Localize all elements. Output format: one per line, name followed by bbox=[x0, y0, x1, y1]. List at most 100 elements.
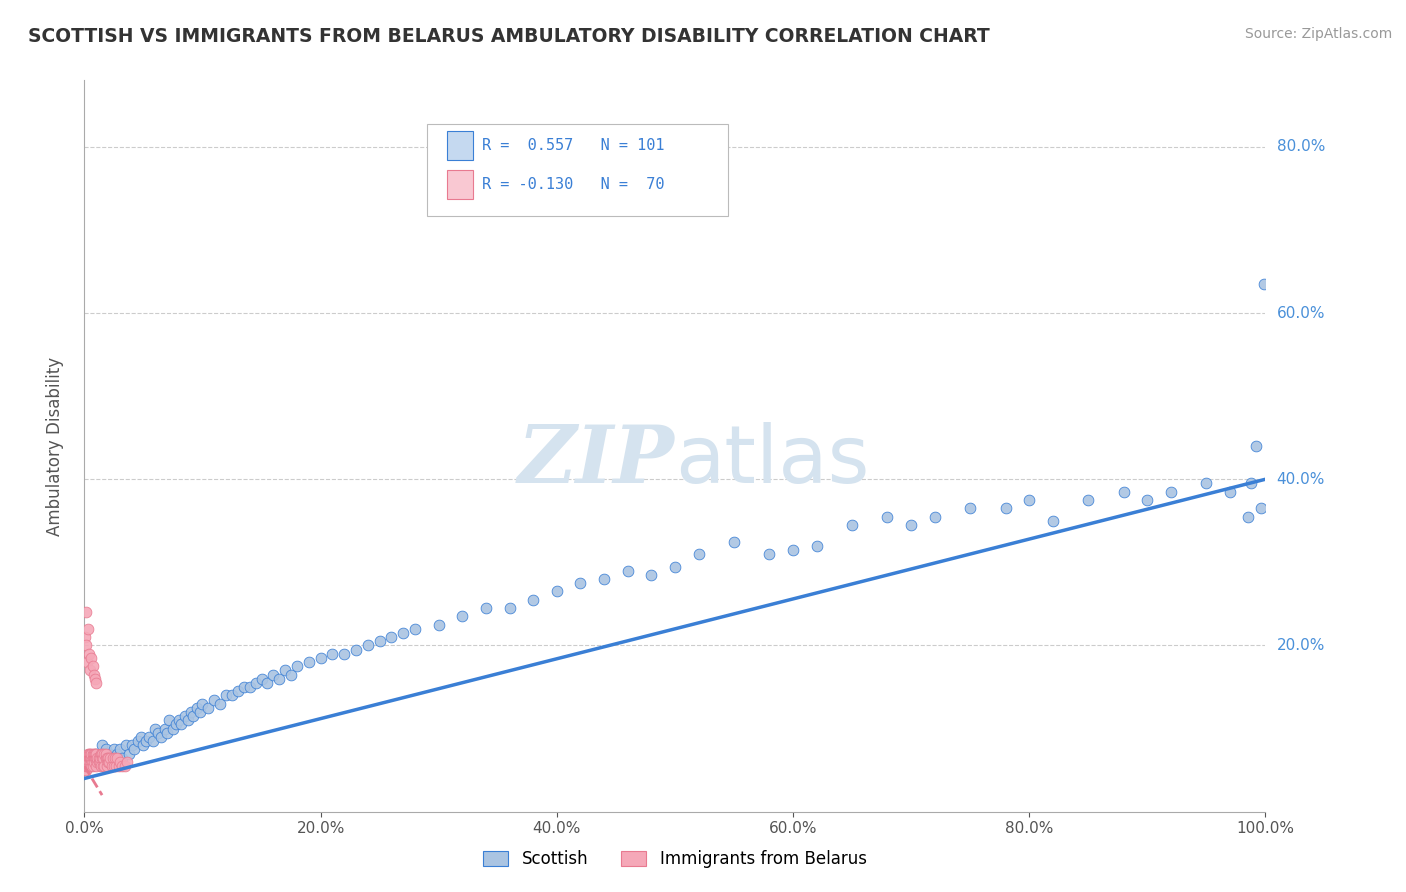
Point bbox=[1253, 277, 1275, 291]
Point bbox=[84, 750, 107, 764]
Point bbox=[143, 722, 166, 736]
Point bbox=[129, 730, 152, 744]
Point bbox=[309, 651, 332, 665]
Point bbox=[93, 747, 115, 761]
Point bbox=[250, 672, 273, 686]
Text: ZIP: ZIP bbox=[517, 422, 675, 500]
Point bbox=[108, 742, 131, 756]
Point bbox=[122, 742, 145, 756]
Point bbox=[1240, 476, 1263, 491]
Point bbox=[82, 659, 104, 673]
Point bbox=[333, 647, 356, 661]
Point bbox=[73, 763, 96, 777]
Point bbox=[79, 747, 101, 761]
Point bbox=[79, 750, 101, 764]
Point bbox=[475, 601, 498, 615]
Point bbox=[80, 750, 103, 764]
Point bbox=[75, 605, 97, 619]
Point bbox=[593, 572, 616, 586]
Point bbox=[98, 747, 121, 761]
Point bbox=[782, 542, 804, 557]
Point bbox=[87, 755, 110, 769]
Point bbox=[77, 755, 100, 769]
Point bbox=[77, 755, 100, 769]
Point bbox=[758, 547, 780, 561]
Text: atlas: atlas bbox=[675, 422, 869, 500]
Point bbox=[75, 750, 97, 764]
Point bbox=[79, 755, 101, 769]
Point bbox=[121, 738, 143, 752]
Point bbox=[79, 759, 101, 773]
Point bbox=[114, 759, 136, 773]
Point bbox=[91, 747, 114, 761]
Text: R =  0.557   N = 101: R = 0.557 N = 101 bbox=[482, 137, 665, 153]
Point bbox=[89, 755, 111, 769]
Point bbox=[245, 676, 267, 690]
Point bbox=[392, 626, 415, 640]
Point bbox=[114, 738, 136, 752]
Point bbox=[80, 750, 103, 764]
Point bbox=[86, 750, 108, 764]
Point bbox=[103, 755, 125, 769]
Point bbox=[76, 755, 98, 769]
Point bbox=[569, 576, 592, 591]
Point bbox=[664, 559, 686, 574]
Point bbox=[83, 750, 105, 764]
Point bbox=[135, 734, 157, 748]
Point bbox=[451, 609, 474, 624]
Text: 40.0%: 40.0% bbox=[1277, 472, 1324, 487]
Point bbox=[239, 680, 262, 694]
Point bbox=[84, 759, 107, 773]
Point bbox=[84, 747, 107, 761]
Point bbox=[1136, 493, 1159, 508]
Point bbox=[84, 676, 107, 690]
Y-axis label: Ambulatory Disability: Ambulatory Disability bbox=[45, 357, 63, 535]
Point bbox=[723, 534, 745, 549]
Point bbox=[75, 630, 97, 644]
Point bbox=[79, 750, 101, 764]
Point bbox=[368, 634, 391, 648]
Point bbox=[103, 742, 125, 756]
Point bbox=[215, 689, 238, 703]
Point bbox=[103, 759, 125, 773]
Point bbox=[77, 750, 100, 764]
Point bbox=[97, 755, 120, 769]
Point bbox=[269, 672, 291, 686]
Point bbox=[80, 651, 103, 665]
Point bbox=[101, 750, 124, 764]
Point bbox=[197, 701, 219, 715]
Text: Source: ZipAtlas.com: Source: ZipAtlas.com bbox=[1244, 27, 1392, 41]
Point bbox=[167, 714, 190, 728]
Point bbox=[76, 759, 98, 773]
Point bbox=[146, 725, 169, 739]
Point bbox=[142, 734, 165, 748]
Point bbox=[77, 747, 100, 761]
Point bbox=[97, 750, 120, 764]
Point bbox=[1219, 484, 1241, 499]
Point bbox=[83, 750, 105, 764]
Point bbox=[82, 750, 104, 764]
Point bbox=[80, 759, 103, 773]
Point bbox=[191, 697, 214, 711]
Point bbox=[97, 750, 120, 764]
Point bbox=[77, 750, 100, 764]
Point bbox=[202, 692, 225, 706]
Point bbox=[83, 747, 105, 761]
Point bbox=[876, 509, 898, 524]
Point bbox=[107, 747, 129, 761]
Point bbox=[546, 584, 568, 599]
Point bbox=[75, 639, 97, 653]
Text: 60.0%: 60.0% bbox=[1277, 306, 1324, 320]
Point bbox=[173, 709, 195, 723]
Point bbox=[1244, 439, 1267, 453]
FancyBboxPatch shape bbox=[427, 124, 728, 216]
Point bbox=[108, 755, 131, 769]
Point bbox=[226, 684, 249, 698]
Point bbox=[91, 750, 114, 764]
Point bbox=[89, 750, 111, 764]
Point bbox=[75, 759, 97, 773]
Point bbox=[924, 509, 946, 524]
Point bbox=[87, 755, 110, 769]
Point bbox=[94, 750, 117, 764]
Point bbox=[1160, 484, 1182, 499]
